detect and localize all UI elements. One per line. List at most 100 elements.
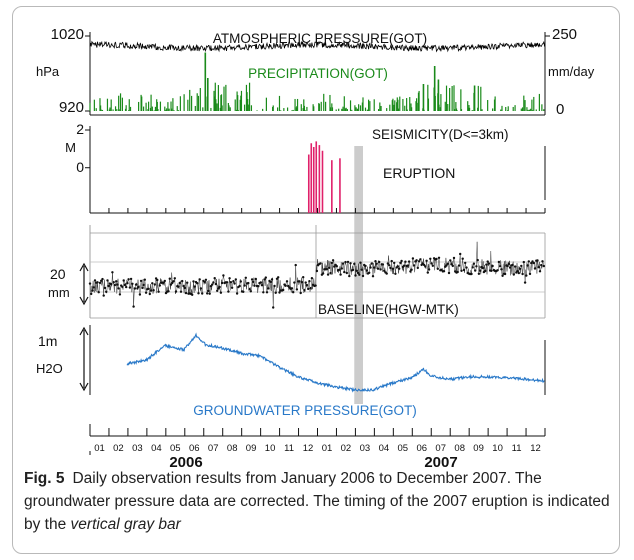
baseline-point [133,287,137,290]
baseline-point [425,259,428,262]
baseline-point [400,259,403,263]
baseline-point [479,269,482,272]
baseline-point [536,259,539,262]
baseline-point [474,269,477,272]
baseline-point [507,262,510,266]
baseline-point [263,278,266,281]
baseline-point [235,292,239,295]
baseline-point [162,281,165,284]
x-month-label: 05 [398,443,409,454]
baseline-point [98,281,102,285]
x-month-label: 10 [265,443,276,454]
baseline-point [512,273,515,276]
baseline-point [518,267,522,270]
baseline-point [198,278,201,281]
baseline-point [351,268,355,272]
baseline-point [472,262,476,265]
baseline-point [501,274,504,277]
baseline-point [149,289,153,292]
baseline-point [386,262,390,265]
baseline-point [361,274,365,278]
baseline-point [500,268,503,271]
baseline-point [349,262,352,265]
baseline-point [209,285,213,288]
baseline-point [269,280,272,284]
baseline-point [144,291,148,294]
baseline-point [192,280,195,283]
baseline-point [465,266,468,269]
baseline-point [527,260,530,263]
baseline-point [222,274,225,277]
baseline-point [389,266,392,270]
baseline-point [91,289,94,292]
baseline-point [477,272,481,275]
baseline-point [416,266,419,270]
baseline-point [309,286,312,290]
baseline-point [277,276,280,279]
baseline-point [424,265,427,268]
baseline-point [298,280,301,283]
baseline-point [398,267,401,270]
baseline-point [282,288,285,292]
baseline-point [270,278,274,281]
figure-caption: Fig. 5 Daily observation results from Jan… [24,467,614,536]
baseline-point [112,281,115,284]
atm-ytick-bottom: 920 [59,99,84,116]
baseline-point [430,262,433,265]
baseline-point [376,267,380,270]
baseline-point [429,257,432,260]
baseline-point [265,291,269,294]
baseline-point [484,269,487,273]
baseline-point [344,260,347,264]
baseline-point [390,259,393,263]
baseline-point [396,265,400,268]
baseline-point [115,280,118,283]
baseline-point [285,280,289,283]
baseline-point [118,293,122,296]
x-month-label: 08 [227,443,238,454]
baseline-point [508,266,512,269]
baseline-point [446,262,449,265]
baseline-point [315,269,319,273]
baseline-point [106,279,109,282]
precip-title: PRECIPITATION(GOT) [248,66,388,81]
baseline-point [410,268,413,271]
baseline-point [193,285,196,288]
baseline-point [208,292,211,295]
baseline-point [90,292,93,296]
baseline-point [450,263,453,266]
baseline-point [328,266,331,269]
baseline-point [148,292,151,296]
baseline-point [220,281,224,285]
baseline-point [491,264,494,268]
baseline-point [88,282,92,285]
baseline-point [250,278,254,281]
baseline-point [204,278,208,281]
baseline-point [244,276,247,279]
baseline-point [257,285,260,288]
baseline-point [437,256,441,259]
baseline-point [278,291,281,294]
baseline-point [239,280,242,283]
baseline-point [151,282,154,285]
baseline-point [129,277,133,281]
x-month-label: 08 [454,443,465,454]
baseline-point [300,281,304,284]
baseline-point [121,285,124,288]
baseline-point [506,264,509,268]
baseline-point [92,286,95,289]
baseline-point [520,264,523,268]
baseline-point [486,260,489,263]
baseline-point [181,279,184,283]
baseline-point [131,282,134,285]
baseline-point [183,286,186,290]
baseline-point [238,284,241,288]
baseline-point [431,264,434,267]
baseline-point [343,270,346,274]
baseline-point [267,287,270,290]
baseline-point [247,281,250,285]
baseline-point [219,291,223,294]
baseline-point [127,278,130,281]
baseline-point [335,265,338,268]
baseline-point [259,281,262,284]
